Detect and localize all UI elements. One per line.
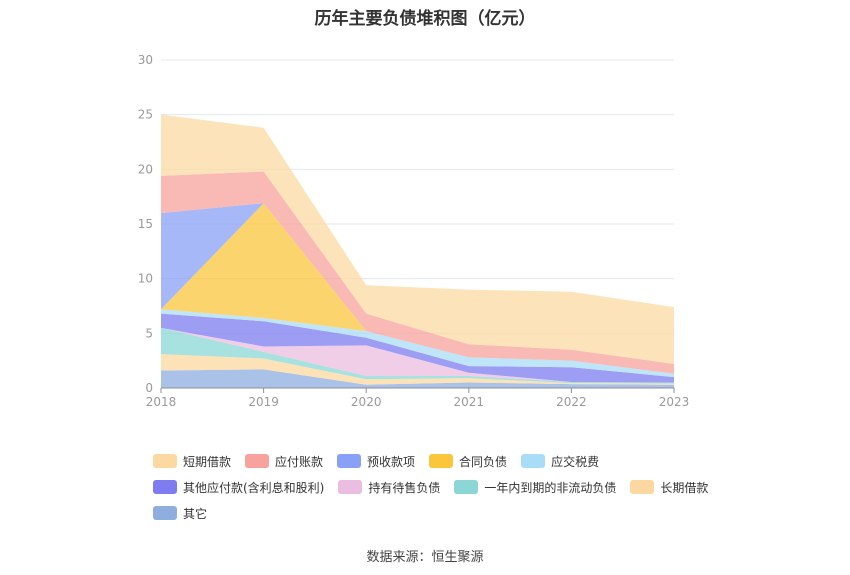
area-series-8	[161, 171, 674, 374]
area-series-4	[161, 313, 674, 383]
legend-label: 长期借款	[660, 480, 709, 495]
legend-item[interactable]: 应付账款	[245, 453, 323, 470]
legend-label: 应交税费	[551, 454, 600, 469]
legend-item[interactable]: 预收款项	[337, 453, 415, 470]
legend-row: 短期借款 应付账款 预收款项 合同负债 应交税费	[153, 448, 753, 474]
legend-swatch	[521, 454, 546, 468]
stacked-area-chart: 0 5 10 15 20 25 30 2018 2019 2020 2021 2022 2023	[138, 53, 690, 409]
legend-swatch	[630, 480, 655, 494]
y-tick-label: 15	[138, 217, 153, 231]
legend-label: 持有待售负债	[368, 480, 441, 495]
data-source: 数据来源：恒生聚源	[366, 550, 484, 565]
legend-label: 一年内到期的非流动负债	[484, 480, 617, 495]
y-tick-label: 0	[145, 381, 153, 395]
area-series-5	[161, 309, 674, 378]
x-tick-label: 2023	[659, 395, 690, 409]
area-series-2	[161, 327, 674, 384]
area-series-1	[161, 354, 674, 385]
legend: 短期借款 应付账款 预收款项 合同负债 应交税费其他应付款(含利息和股利) 持有待售负债 一…	[153, 448, 753, 526]
legend-label: 其他应付款(含利息和股利)	[183, 480, 325, 495]
y-tick-label: 10	[138, 272, 153, 286]
x-tick-label: 2018	[146, 395, 177, 409]
legend-label: 预收款项	[367, 454, 416, 469]
x-tick-label: 2022	[556, 395, 587, 409]
legend-swatch	[245, 454, 270, 468]
legend-swatch	[454, 480, 479, 494]
legend-item[interactable]: 其它	[153, 505, 207, 522]
area-series-0	[161, 369, 674, 388]
area-series-9	[161, 114, 674, 364]
area-series-3	[161, 327, 674, 383]
axes: 0 5 10 15 20 25 30 2018 2019 2020 2021 2022 2023	[138, 53, 690, 409]
legend-label: 应付账款	[275, 454, 324, 469]
legend-swatch	[153, 506, 177, 520]
legend-item[interactable]: 其他应付款(含利息和股利)	[153, 479, 324, 496]
legend-swatch	[429, 454, 454, 468]
legend-item[interactable]: 应交税费	[521, 453, 599, 470]
y-tick-label: 5	[145, 326, 153, 340]
area-series-7	[161, 203, 674, 374]
legend-label: 合同负债	[459, 454, 508, 469]
legend-label: 短期借款	[183, 454, 232, 469]
legend-item[interactable]: 长期借款	[630, 479, 708, 496]
y-tick-label: 30	[138, 53, 153, 67]
legend-swatch	[153, 454, 177, 468]
x-tick-label: 2020	[351, 395, 382, 409]
y-tick-label: 25	[138, 108, 153, 122]
chart-title: 历年主要负债堆积图（亿元）	[314, 9, 536, 29]
legend-row: 其他应付款(含利息和股利) 持有待售负债 一年内到期的非流动负债 长期借款	[153, 474, 753, 500]
legend-item[interactable]: 持有待售负债	[338, 479, 440, 496]
x-tick-label: 2021	[454, 395, 485, 409]
area-series-6	[161, 203, 674, 374]
legend-label: 其它	[183, 506, 208, 521]
legend-row: 其它	[153, 500, 753, 526]
legend-swatch	[337, 454, 362, 468]
legend-item[interactable]: 短期借款	[153, 453, 231, 470]
legend-swatch	[153, 480, 177, 494]
x-tick-label: 2019	[248, 395, 279, 409]
y-tick-label: 20	[138, 162, 153, 176]
area-layers	[161, 114, 674, 388]
legend-item[interactable]: 合同负债	[429, 453, 507, 470]
legend-swatch	[338, 480, 363, 494]
legend-item[interactable]: 一年内到期的非流动负债	[454, 479, 616, 496]
